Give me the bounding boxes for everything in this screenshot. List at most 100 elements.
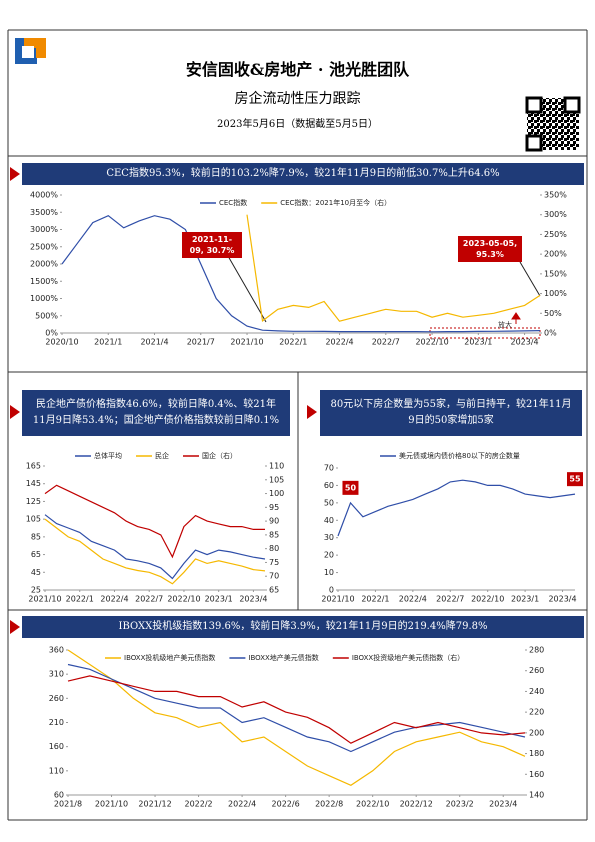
- x-tick-label: 2022/4: [399, 595, 427, 604]
- y-tick-label: 145: [26, 479, 41, 488]
- y-tick-label: 70: [269, 572, 279, 581]
- x-tick-label: 2022/6: [272, 800, 300, 809]
- y-tick-label: 40: [324, 516, 334, 525]
- y-tick-label: 4000%: [30, 191, 58, 200]
- y-tick-label: 150%: [544, 269, 567, 278]
- y-tick-label: 280: [529, 646, 544, 655]
- x-tick-label: 2022/10: [471, 595, 504, 604]
- y-tick-label: 100%: [544, 289, 567, 298]
- y-tick-label: 50%: [544, 309, 562, 318]
- y-tick-label: 2000%: [30, 260, 58, 269]
- qr-code: [525, 96, 543, 114]
- banner: IBOXX投机级指数139.6%，较前日降3.9%，较21年11月9日的219.…: [22, 616, 584, 638]
- logo: [36, 38, 46, 58]
- y-tick-label: 110: [49, 766, 64, 775]
- x-tick-label: 2023/1: [511, 595, 539, 604]
- qr-code: [563, 96, 581, 114]
- series-line: [67, 663, 526, 753]
- y-tick-label: 125: [26, 497, 41, 506]
- x-tick-label: 2023/1: [464, 338, 492, 347]
- logo: [24, 38, 46, 48]
- y-tick-label: 110: [269, 462, 284, 471]
- x-tick-label: 2022/4: [100, 595, 128, 604]
- x-tick-label: 2023/4: [511, 338, 539, 347]
- x-tick-label: 2023/4: [239, 595, 267, 604]
- data-label: 55: [569, 475, 581, 484]
- y-tick-label: 75: [269, 558, 279, 567]
- series-line: [61, 215, 541, 333]
- annotation: 2023-05-05, 95.3%: [458, 236, 522, 262]
- y-tick-label: 260: [49, 694, 64, 703]
- y-tick-label: 260: [529, 666, 544, 675]
- y-tick-label: 140: [529, 791, 544, 800]
- y-tick-label: 250%: [544, 230, 567, 239]
- connector: [519, 261, 541, 297]
- y-tick-label: 60: [324, 481, 334, 490]
- x-tick-label: 2023/2: [446, 800, 474, 809]
- x-tick-label: 2022/1: [361, 595, 389, 604]
- x-tick-label: 2021/7: [187, 338, 215, 347]
- annotation: 放大: [498, 321, 512, 329]
- y-tick-label: 3000%: [30, 225, 58, 234]
- y-tick-label: 80: [269, 544, 279, 553]
- y-tick-label: 0%: [45, 329, 58, 338]
- x-tick-label: 2022/1: [66, 595, 94, 604]
- x-tick-label: 2022/10: [167, 595, 200, 604]
- x-tick-label: 2021/4: [140, 338, 168, 347]
- y-tick-label: 310: [49, 670, 64, 679]
- y-tick-label: 85: [269, 530, 279, 539]
- x-tick-label: 2022/10: [356, 800, 389, 809]
- x-tick-label: 2022/7: [436, 595, 464, 604]
- series-line: [337, 479, 576, 537]
- series-line: [67, 675, 526, 744]
- y-tick-label: 70: [324, 464, 334, 473]
- x-tick-label: 2022/12: [400, 800, 433, 809]
- marker: [10, 620, 20, 634]
- x-tick-label: 2022/7: [135, 595, 163, 604]
- data-label-box: [567, 472, 583, 487]
- y-tick-label: 60: [54, 791, 64, 800]
- y-tick-label: 0%: [544, 329, 557, 338]
- y-tick-label: 200%: [544, 250, 567, 259]
- y-tick-label: 200: [529, 728, 544, 737]
- x-tick-label: 2022/8: [315, 800, 343, 809]
- x-tick-label: 2022/1: [279, 338, 307, 347]
- y-tick-label: 65: [31, 550, 41, 559]
- x-tick-label: 2023/4: [489, 800, 517, 809]
- subtitle: 房企流动性压力跟踪: [234, 91, 361, 107]
- y-tick-label: 20: [324, 551, 334, 560]
- data-label: 50: [345, 483, 357, 492]
- y-tick-label: 25: [31, 586, 41, 595]
- x-tick-label: 2021/10: [95, 800, 128, 809]
- legend-label: CEC指数：2021年10月至今（右）: [280, 198, 391, 207]
- y-tick-label: 105: [26, 515, 41, 524]
- series-line: [246, 214, 541, 322]
- legend-label: 美元债或境内债价格80以下的房企数量: [399, 451, 520, 460]
- x-tick-label: 2021/1: [94, 338, 122, 347]
- qr-code: [525, 134, 543, 152]
- y-tick-label: 10: [324, 568, 334, 577]
- y-tick-label: 100: [269, 489, 284, 498]
- logo: [22, 46, 34, 58]
- x-tick-label: 2021/10: [28, 595, 61, 604]
- y-tick-label: 210: [49, 718, 64, 727]
- x-tick-label: 2021/12: [138, 800, 171, 809]
- y-tick-label: 350%: [544, 191, 567, 200]
- marker: [10, 405, 20, 419]
- legend-label: IBOXX投机级地产美元债指数: [124, 653, 215, 662]
- x-tick-label: 2022/4: [228, 800, 256, 809]
- y-tick-label: 0: [329, 586, 334, 595]
- legend-label: IBOXX投资级地产美元债指数（右）: [352, 653, 464, 662]
- y-tick-label: 50: [324, 498, 334, 507]
- y-tick-label: 65: [269, 586, 279, 595]
- y-tick-label: 30: [324, 533, 334, 542]
- series-line: [44, 484, 265, 559]
- series-line: [44, 518, 266, 585]
- legend-label: 总体平均: [94, 451, 122, 460]
- x-tick-label: 2020/10: [45, 338, 78, 347]
- y-tick-label: 240: [529, 687, 544, 696]
- y-tick-label: 45: [31, 568, 41, 577]
- y-tick-label: 160: [529, 770, 544, 779]
- annotation: 2021-11-09, 30.7%: [182, 232, 242, 258]
